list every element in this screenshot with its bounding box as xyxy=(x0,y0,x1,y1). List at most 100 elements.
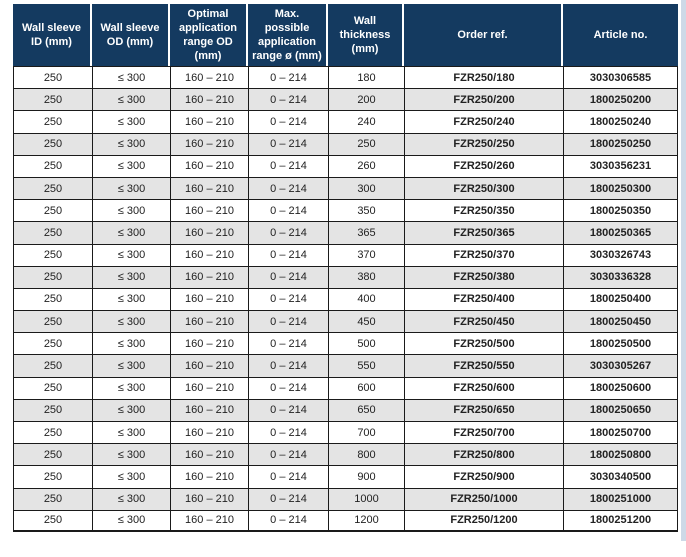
table-cell: 1000 xyxy=(328,487,404,510)
table-cell: ≤ 300 xyxy=(92,376,170,399)
table-cell: 0 – 214 xyxy=(248,221,328,244)
table-cell: FZR250/450 xyxy=(404,310,563,333)
table-cell: 0 – 214 xyxy=(248,376,328,399)
table-row: 250 ≤ 300 160 – 210 0 – 214 180 FZR250/180 303… xyxy=(13,66,678,89)
table-row: 250 ≤ 300 160 – 210 0 – 214 600 FZR250/600 180… xyxy=(13,376,678,399)
table-cell: FZR250/365 xyxy=(404,221,563,244)
table-cell: 1800250365 xyxy=(563,221,678,244)
table-cell: 250 xyxy=(13,132,92,155)
table-cell: 250 xyxy=(13,88,92,111)
table-cell: 250 xyxy=(13,287,92,311)
table-cell: 160 – 210 xyxy=(170,221,248,244)
table-cell: 1200 xyxy=(328,509,404,532)
table-cell: 450 xyxy=(328,310,404,333)
table-cell: 3030336328 xyxy=(563,265,678,288)
table-row: 250 ≤ 300 160 – 210 0 – 214 1200 FZR250/1200 1… xyxy=(13,509,678,532)
table-cell: 160 – 210 xyxy=(170,332,248,355)
table-cell: 1800250350 xyxy=(563,199,678,222)
table-cell: 250 xyxy=(13,110,92,133)
table-cell: 250 xyxy=(13,354,92,377)
table-cell: 160 – 210 xyxy=(170,243,248,266)
table-cell: 0 – 214 xyxy=(248,443,328,466)
table-cell: 250 xyxy=(328,132,404,155)
table-row: 250 ≤ 300 160 – 210 0 – 214 300 FZR250/300 180… xyxy=(13,176,678,200)
product-spec-table: Wall sleeve ID (mm) Wall sleeve OD (mm) Op… xyxy=(13,4,678,532)
table-row: 250 ≤ 300 160 – 210 0 – 214 500 FZR250/500 180… xyxy=(13,332,678,355)
table-cell: ≤ 300 xyxy=(92,354,170,377)
table-cell: 160 – 210 xyxy=(170,199,248,222)
table-cell: 600 xyxy=(328,376,404,399)
column-header-5: Order ref. xyxy=(404,4,563,66)
table-cell: 250 xyxy=(13,221,92,244)
column-header-3: Max. possible application range ø (mm) xyxy=(248,4,328,66)
table-row: 250 ≤ 300 160 – 210 0 – 214 370 FZR250/370 303… xyxy=(13,243,678,266)
table-cell: 0 – 214 xyxy=(248,66,328,89)
table-cell: 160 – 210 xyxy=(170,265,248,288)
table-cell: FZR250/650 xyxy=(404,398,563,421)
table-cell: ≤ 300 xyxy=(92,66,170,89)
column-header-1: Wall sleeve OD (mm) xyxy=(92,4,170,66)
table-cell: FZR250/350 xyxy=(404,199,563,222)
table-cell: 250 xyxy=(13,509,92,532)
table-cell: 1800250600 xyxy=(563,376,678,399)
table-cell: 1800250400 xyxy=(563,287,678,311)
column-header-4: Wall thickness (mm) xyxy=(328,4,404,66)
table-cell: 800 xyxy=(328,443,404,466)
table-cell: 250 xyxy=(13,199,92,222)
table-cell: 160 – 210 xyxy=(170,421,248,444)
table-cell: 0 – 214 xyxy=(248,509,328,532)
table-cell: ≤ 300 xyxy=(92,487,170,510)
table-cell: 160 – 210 xyxy=(170,354,248,377)
table-cell: 365 xyxy=(328,221,404,244)
table-row: 250 ≤ 300 160 – 210 0 – 214 365 FZR250/365 180… xyxy=(13,221,678,244)
table-row: 250 ≤ 300 160 – 210 0 – 214 1000 FZR250/1000 1… xyxy=(13,487,678,510)
table-cell: ≤ 300 xyxy=(92,332,170,355)
table-cell: 350 xyxy=(328,199,404,222)
table-cell: 0 – 214 xyxy=(248,332,328,355)
table-cell: 1800250500 xyxy=(563,332,678,355)
table-cell: 370 xyxy=(328,243,404,266)
table-cell: 1800250200 xyxy=(563,88,678,111)
table-cell: 160 – 210 xyxy=(170,66,248,89)
table-row: 250 ≤ 300 160 – 210 0 – 214 380 FZR250/380 303… xyxy=(13,265,678,288)
table-cell: ≤ 300 xyxy=(92,465,170,488)
table-cell: ≤ 300 xyxy=(92,443,170,466)
table-cell: 160 – 210 xyxy=(170,287,248,311)
table-cell: ≤ 300 xyxy=(92,243,170,266)
table-row: 250 ≤ 300 160 – 210 0 – 214 250 FZR250/250 180… xyxy=(13,132,678,155)
right-edge-strip xyxy=(681,0,686,541)
table-cell: 240 xyxy=(328,110,404,133)
table-cell: 250 xyxy=(13,465,92,488)
table-cell: 0 – 214 xyxy=(248,310,328,333)
table-cell: 300 xyxy=(328,176,404,200)
table-row: 250 ≤ 300 160 – 210 0 – 214 800 FZR250/800 180… xyxy=(13,443,678,466)
table-cell: 400 xyxy=(328,287,404,311)
table-cell: 250 xyxy=(13,421,92,444)
table-cell: 0 – 214 xyxy=(248,132,328,155)
table-cell: 0 – 214 xyxy=(248,398,328,421)
product-spec-table-container: Wall sleeve ID (mm) Wall sleeve OD (mm) Op… xyxy=(13,4,678,532)
table-cell: 250 xyxy=(13,176,92,200)
table-cell: 0 – 214 xyxy=(248,154,328,177)
table-cell: 250 xyxy=(13,376,92,399)
table-cell: 0 – 214 xyxy=(248,487,328,510)
table-cell: FZR250/500 xyxy=(404,332,563,355)
table-cell: ≤ 300 xyxy=(92,176,170,200)
column-header-2: Optimal application range OD (mm) xyxy=(170,4,248,66)
table-cell: ≤ 300 xyxy=(92,221,170,244)
table-cell: 160 – 210 xyxy=(170,176,248,200)
table-cell: 1800250450 xyxy=(563,310,678,333)
table-cell: 0 – 214 xyxy=(248,421,328,444)
table-cell: ≤ 300 xyxy=(92,88,170,111)
table-cell: 160 – 210 xyxy=(170,110,248,133)
table-cell: 380 xyxy=(328,265,404,288)
table-cell: 1800250800 xyxy=(563,443,678,466)
table-cell: ≤ 300 xyxy=(92,154,170,177)
table-cell: 3030326743 xyxy=(563,243,678,266)
table-cell: 1800250300 xyxy=(563,176,678,200)
table-cell: ≤ 300 xyxy=(92,421,170,444)
table-row: 250 ≤ 300 160 – 210 0 – 214 900 FZR250/900 303… xyxy=(13,465,678,488)
table-cell: 1800250250 xyxy=(563,132,678,155)
table-cell: 200 xyxy=(328,88,404,111)
table-cell: 1800250700 xyxy=(563,421,678,444)
